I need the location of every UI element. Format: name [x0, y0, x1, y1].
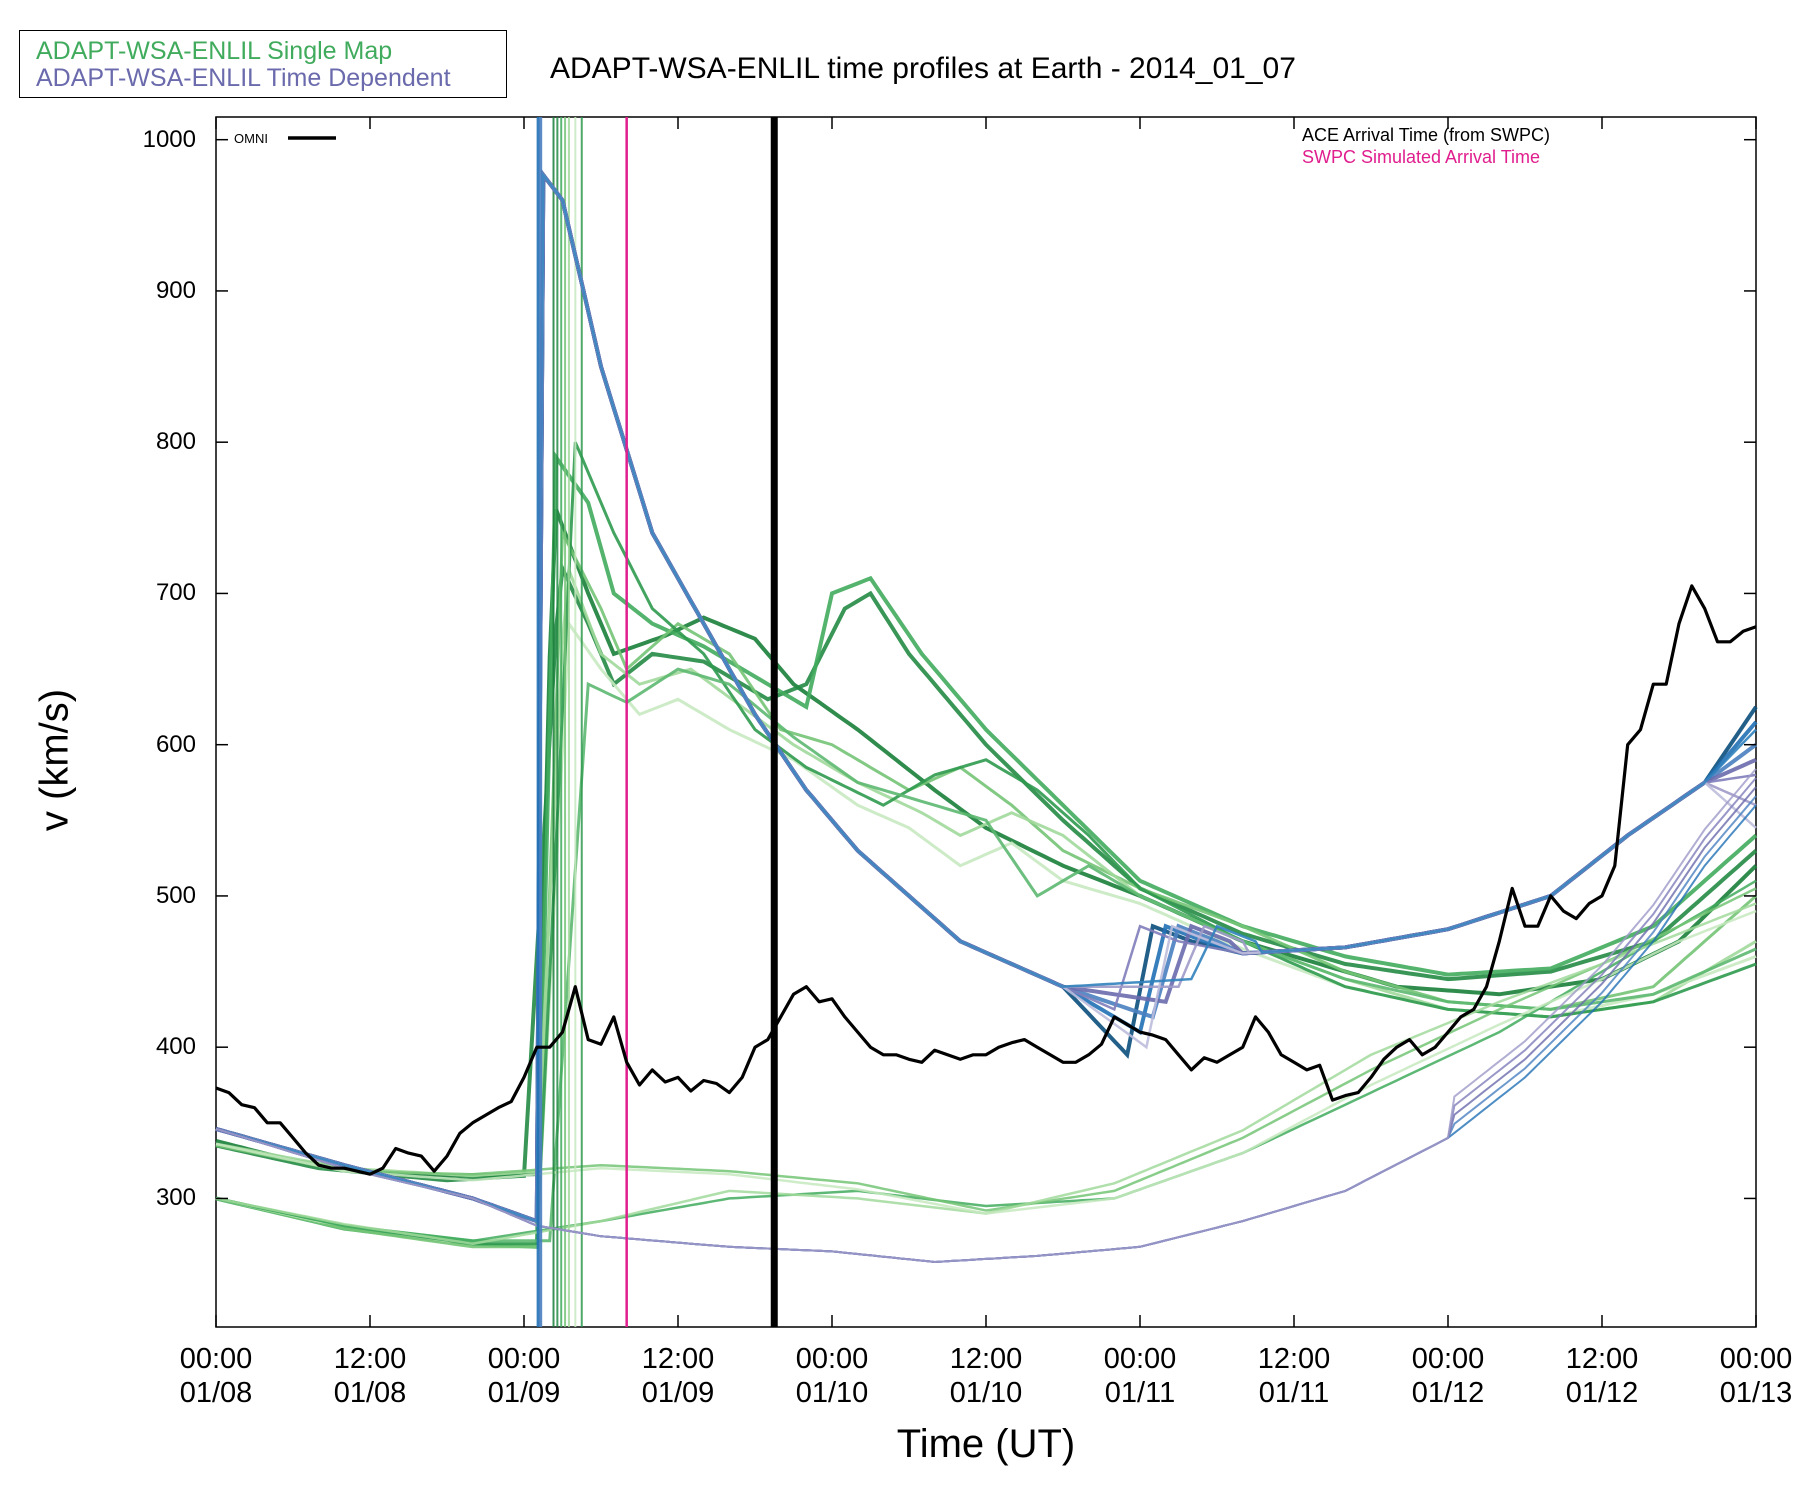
axis-ticks [215, 117, 1757, 1327]
x-tick-label: 12:00 01/12 [1565, 1343, 1639, 1409]
legend-time-dependent: ADAPT-WSA-ENLIL Time Dependent [36, 64, 451, 92]
y-tick-label: 700 [155, 579, 196, 607]
y-tick-label: 500 [155, 881, 196, 909]
y-axis-label: v (km/s) [32, 688, 77, 832]
y-tick-label: 800 [155, 428, 196, 456]
ensemble-series [215, 117, 1758, 1327]
single-map-member [215, 879, 1757, 1243]
x-tick-label: 12:00 01/08 [333, 1343, 407, 1409]
x-tick-label: 00:00 01/11 [1103, 1343, 1177, 1409]
time-dependent-member [215, 768, 1757, 1264]
y-tick-label: 1000 [142, 125, 196, 153]
y-tick-label: 600 [155, 730, 196, 758]
single-map-member [215, 887, 1757, 1212]
x-axis-label-wrap: Time (UT) [216, 1410, 1756, 1470]
y-tick-label: 300 [155, 1184, 196, 1212]
swpc-simulated-annotation: SWPC Simulated Arrival Time [1302, 147, 1541, 167]
legend: ADAPT-WSA-ENLIL Single Map ADAPT-WSA-ENL… [19, 30, 507, 98]
omni-line [215, 584, 1757, 1176]
chart-title: ADAPT-WSA-ENLIL time profiles at Earth -… [550, 52, 1296, 85]
x-tick-label: 00:00 01/08 [179, 1343, 253, 1409]
single-map-member [215, 561, 1758, 1183]
y-tick-label: 900 [155, 276, 196, 304]
x-tick-label: 00:00 01/10 [795, 1343, 869, 1409]
x-tick-label: 00:00 01/13 [1719, 1343, 1793, 1409]
y-tick-label: 400 [155, 1033, 196, 1061]
plot-frame [215, 116, 1757, 1328]
x-axis-label: Time (UT) [896, 1422, 1076, 1466]
x-tick-label: 12:00 01/10 [949, 1343, 1023, 1409]
legend-single-map: ADAPT-WSA-ENLIL Single Map [36, 37, 393, 65]
x-tick-label: 00:00 01/09 [487, 1343, 561, 1409]
arrival-markers [625, 117, 778, 1327]
x-tick-label: 12:00 01/09 [641, 1343, 715, 1409]
omni-legend-label: OMNI [234, 131, 268, 146]
single-map-member [215, 909, 1757, 1215]
ace-arrival-annotation: ACE Arrival Time (from SWPC) [1302, 125, 1551, 145]
omni-series [215, 584, 1757, 1176]
x-tick-label: 12:00 01/11 [1257, 1343, 1331, 1409]
x-tick-label: 00:00 01/12 [1411, 1343, 1485, 1409]
